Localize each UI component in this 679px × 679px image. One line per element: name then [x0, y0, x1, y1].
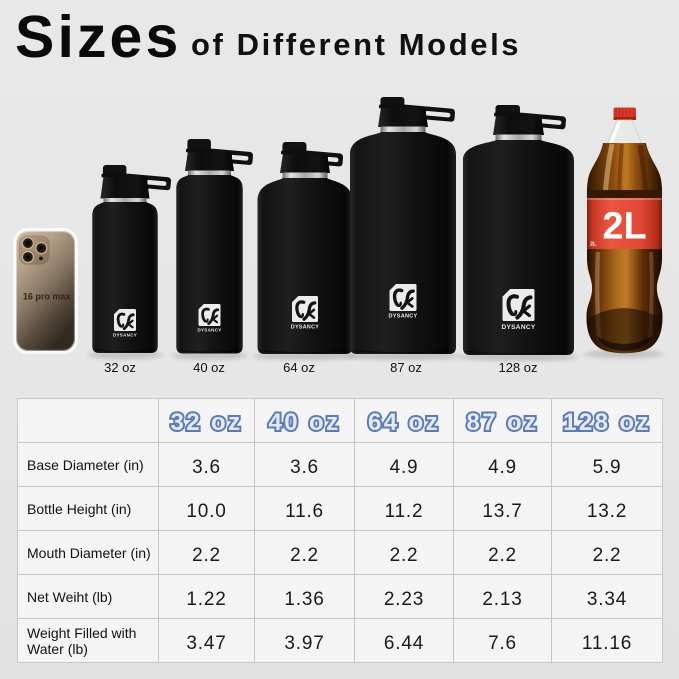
- svg-text:2L: 2L: [590, 242, 597, 248]
- svg-text:DYSANCY: DYSANCY: [501, 324, 535, 331]
- svg-text:DYSANCY: DYSANCY: [388, 314, 417, 320]
- svg-text:2L: 2L: [602, 206, 646, 248]
- svg-text:DYSANCY: DYSANCY: [197, 328, 221, 333]
- svg-text:DYSANCY: DYSANCY: [291, 325, 319, 331]
- svg-text:16 pro max: 16 pro max: [23, 292, 71, 302]
- svg-text:DYSANCY: DYSANCY: [113, 333, 137, 338]
